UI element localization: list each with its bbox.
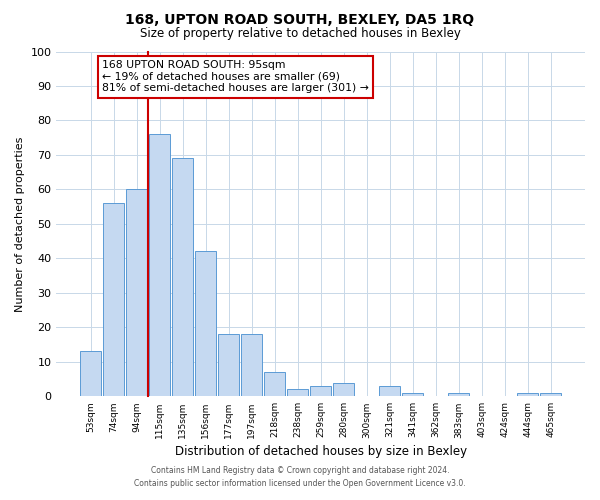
Bar	[310, 386, 331, 396]
Bar	[127, 190, 147, 396]
Text: 168 UPTON ROAD SOUTH: 95sqm
← 19% of detached houses are smaller (69)
81% of sem: 168 UPTON ROAD SOUTH: 95sqm ← 19% of det…	[102, 60, 369, 94]
Bar	[80, 352, 101, 397]
Bar	[448, 393, 469, 396]
Bar	[172, 158, 193, 396]
Bar	[540, 393, 561, 396]
Text: Size of property relative to detached houses in Bexley: Size of property relative to detached ho…	[140, 28, 460, 40]
Bar	[265, 372, 285, 396]
Bar	[517, 393, 538, 396]
Bar	[403, 393, 423, 396]
Bar	[241, 334, 262, 396]
X-axis label: Distribution of detached houses by size in Bexley: Distribution of detached houses by size …	[175, 444, 467, 458]
Bar	[334, 382, 354, 396]
Bar	[149, 134, 170, 396]
Text: Contains HM Land Registry data © Crown copyright and database right 2024.
Contai: Contains HM Land Registry data © Crown c…	[134, 466, 466, 487]
Bar	[218, 334, 239, 396]
Text: 168, UPTON ROAD SOUTH, BEXLEY, DA5 1RQ: 168, UPTON ROAD SOUTH, BEXLEY, DA5 1RQ	[125, 12, 475, 26]
Bar	[103, 203, 124, 396]
Bar	[196, 252, 216, 396]
Bar	[379, 386, 400, 396]
Bar	[287, 390, 308, 396]
Y-axis label: Number of detached properties: Number of detached properties	[15, 136, 25, 312]
